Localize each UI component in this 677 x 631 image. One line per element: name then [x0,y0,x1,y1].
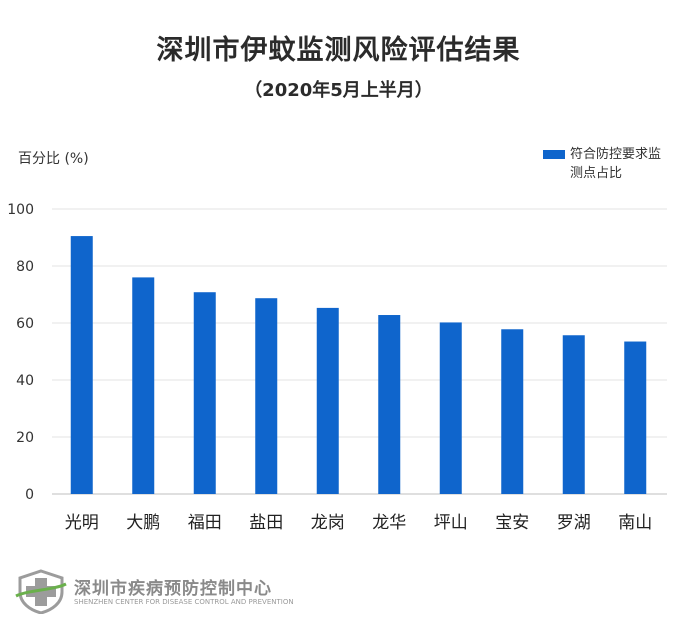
org-name: 深圳市疾病预防控制中心 [74,579,272,599]
x-tick-label: 南山 [618,513,652,533]
bar-4 [255,298,278,494]
bar-5 [316,307,339,494]
bar-6 [378,315,401,494]
y-tick-label: 60 [16,316,34,332]
bar-9 [562,335,585,494]
bar-chart: 0 20 40 60 80 100 光明 大鹏 福田 盐田 龙岗 龙华 坪山 宝安 罗湖 南山 [7,202,667,533]
org-name-en: SHENZHEN CENTER FOR DISEASE CONTROL AND … [74,598,294,606]
footer: 深圳市疾病预防控制中心 SHENZHEN CENTER FOR DISEASE … [14,568,334,618]
x-tick-label: 龙华 [372,513,406,533]
x-tick-label: 坪山 [434,513,468,533]
chart-title: 深圳市伊蚊监测风险评估结果 [156,35,521,66]
x-tick-label: 罗湖 [557,513,591,533]
bar-7 [439,322,462,494]
x-tick-label: 福田 [188,513,222,533]
cdc-logo [15,569,67,614]
x-tick-label: 光明 [65,513,99,533]
bar-10 [624,341,647,494]
bar-1 [70,236,93,494]
legend-swatch [543,150,565,159]
bar-8 [501,329,524,494]
y-tick-label: 40 [16,373,34,389]
x-tick-label: 宝安 [495,513,529,533]
y-tick-label: 0 [25,487,34,503]
y-axis-label: 百分比 (%) [18,151,89,167]
x-tick-label: 大鹏 [126,513,160,533]
legend-label: 符合防控要求监测点占比 [570,147,662,181]
x-tick-label: 盐田 [249,513,283,533]
bar-3 [193,292,216,494]
y-tick-label: 80 [16,259,34,275]
y-tick-label: 20 [16,430,34,446]
bar-2 [132,277,155,494]
chart-subtitle: （2020年5月上半月） [244,80,433,101]
y-tick-label: 100 [7,202,34,218]
x-tick-label: 龙岗 [311,513,345,533]
